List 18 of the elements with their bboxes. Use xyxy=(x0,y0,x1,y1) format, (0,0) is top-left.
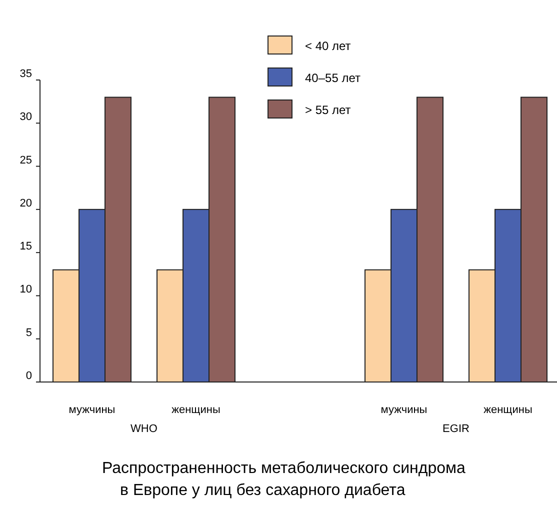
legend-label: > 55 лет xyxy=(305,103,352,117)
legend-label: 40–55 лет xyxy=(305,71,361,85)
x-tick-label: женщины xyxy=(172,404,220,416)
y-tick-label: 20 xyxy=(20,197,32,210)
x-tick-label: женщины xyxy=(484,404,532,416)
x-tick-label: мужчины xyxy=(380,404,428,416)
text: WHO xyxy=(130,423,158,435)
x-tick-label: мужчины xyxy=(68,404,116,416)
y-tick-label: 25 xyxy=(20,154,32,166)
y-tick-label: 0 xyxy=(26,370,32,382)
y-tick-label: 15 xyxy=(20,240,32,253)
text: Распространенность метаболического синдрома в Европе у лиц без сахарного диабета xyxy=(102,460,466,499)
y-tick-label: 5 xyxy=(26,326,32,339)
legend-label: < 40 лет xyxy=(305,39,352,53)
y-tick-label: 10 xyxy=(20,284,32,296)
y-tick-label: 30 xyxy=(20,111,32,124)
text: EGIR xyxy=(442,423,470,435)
y-tick-label: 35 xyxy=(20,68,32,80)
